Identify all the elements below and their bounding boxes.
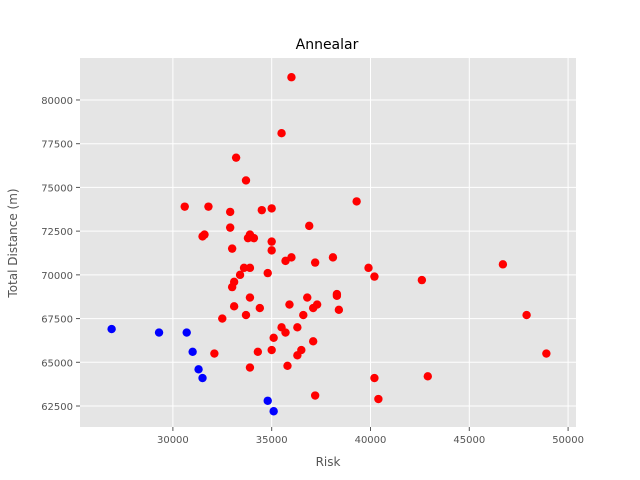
red-data-point <box>235 270 245 280</box>
y-tick-label: 70000 <box>41 271 73 282</box>
blue-data-point <box>154 328 164 337</box>
red-data-point <box>227 244 237 253</box>
red-data-point <box>225 207 235 217</box>
red-data-point <box>231 153 241 162</box>
x-tick-label: 45000 <box>453 435 485 446</box>
red-data-point <box>229 302 239 311</box>
red-data-point <box>253 347 263 357</box>
red-data-point <box>269 333 278 343</box>
red-data-point <box>227 282 237 292</box>
blue-data-point <box>198 373 207 383</box>
red-data-point <box>267 246 276 255</box>
chart-title: Annealar <box>296 37 359 53</box>
blue-data-point <box>194 365 203 374</box>
red-data-point <box>310 258 320 267</box>
red-data-point <box>257 205 267 215</box>
red-data-point <box>423 372 432 381</box>
data-points <box>107 73 551 416</box>
red-data-point <box>542 349 551 358</box>
blue-data-point <box>188 347 197 357</box>
y-tick-label: 62500 <box>41 402 73 413</box>
red-data-point <box>249 233 259 243</box>
red-data-point <box>204 202 213 211</box>
y-tick-label: 65000 <box>41 358 73 369</box>
red-data-point <box>305 221 314 231</box>
x-axis-label: Risk <box>316 455 341 469</box>
red-data-point <box>267 204 276 213</box>
red-data-point <box>498 260 508 269</box>
red-data-point <box>267 237 276 246</box>
red-data-point <box>293 351 302 360</box>
red-data-point <box>285 300 294 309</box>
red-data-point <box>308 303 318 313</box>
y-tick-label: 72500 <box>41 227 73 238</box>
x-tick-label: 35000 <box>256 435 288 446</box>
red-data-point <box>364 263 373 273</box>
x-tick-label: 40000 <box>355 435 387 446</box>
y-tick-label: 75000 <box>41 183 73 194</box>
red-data-point <box>245 293 255 302</box>
red-data-point <box>198 232 207 241</box>
red-data-point <box>225 223 235 232</box>
red-data-point <box>218 314 227 323</box>
red-data-point <box>293 323 302 332</box>
red-data-point <box>245 363 255 372</box>
red-data-point <box>370 373 379 383</box>
red-data-point <box>180 202 189 211</box>
blue-data-point <box>269 407 278 416</box>
red-data-point <box>243 233 253 243</box>
red-data-point <box>332 291 342 301</box>
red-data-point <box>241 176 251 185</box>
red-data-point <box>370 272 379 281</box>
red-data-point <box>328 253 338 262</box>
blue-data-point <box>263 396 272 405</box>
y-tick-label: 77500 <box>41 140 73 151</box>
red-data-point <box>522 310 531 320</box>
red-data-point <box>310 391 320 400</box>
red-data-point <box>245 263 255 273</box>
y-tick-label: 80000 <box>41 96 73 107</box>
red-data-point <box>241 310 251 320</box>
red-data-point <box>374 394 383 404</box>
y-axis-ticks: 62500 65000 67500 70000 72500 75000 77500 80000 <box>41 96 80 413</box>
red-data-point <box>287 73 296 82</box>
red-data-point <box>283 361 292 370</box>
red-data-point <box>277 128 286 138</box>
red-data-point <box>303 293 312 302</box>
red-data-point <box>239 263 249 273</box>
x-tick-label: 50000 <box>552 435 584 446</box>
red-data-point <box>334 305 344 315</box>
red-data-point <box>417 275 427 285</box>
x-axis-ticks: 30000 35000 40000 45000 50000 <box>157 427 584 446</box>
red-data-point <box>308 337 318 346</box>
y-tick-label: 67500 <box>41 315 73 326</box>
red-data-point <box>263 268 272 278</box>
red-data-point <box>299 310 308 320</box>
blue-data-point <box>182 328 191 337</box>
red-data-point <box>281 256 290 266</box>
red-data-point <box>210 349 219 358</box>
y-axis-label: Total Distance (m) <box>6 188 20 298</box>
grid-lines <box>80 58 576 427</box>
plot-area <box>80 58 576 427</box>
red-data-point <box>352 197 361 206</box>
red-data-point <box>267 345 276 355</box>
x-tick-label: 30000 <box>157 435 189 446</box>
red-data-point <box>281 328 290 337</box>
red-data-point <box>255 303 265 313</box>
blue-data-point <box>107 324 116 334</box>
